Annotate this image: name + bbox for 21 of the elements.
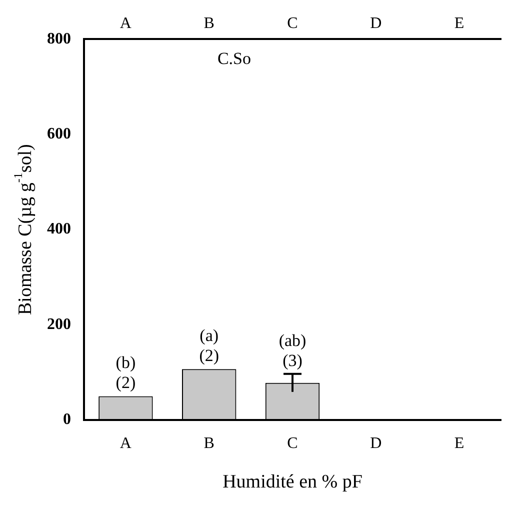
x-tick-label: B [204,14,214,32]
category-label: A [120,434,132,452]
x-tick-label: D [370,14,382,32]
y-tick-label: 0 [63,411,71,428]
annotation: (ab) (3) [278,330,306,370]
x-tick-label: E [454,14,464,32]
y-tick-label: 600 [47,126,71,143]
text: C.So [217,49,251,68]
x-tick-label: C [287,14,298,32]
x-axis-title: Humidité en % pF [222,472,362,493]
y-tick-label: 200 [47,316,71,333]
y-axis-title: Biomasse C(µg g-1sol) [11,144,36,316]
category-label: E [454,434,464,452]
y-tick-label: 400 [47,220,71,238]
category-label: C [287,434,298,452]
annotation: (b) (2) [116,353,136,392]
category-label: B [204,434,214,452]
annotation: (a) (2) [199,326,220,366]
x-tick-label: A [120,14,132,32]
y-tick-label: 800 [47,30,71,48]
category-label: D [370,434,382,452]
